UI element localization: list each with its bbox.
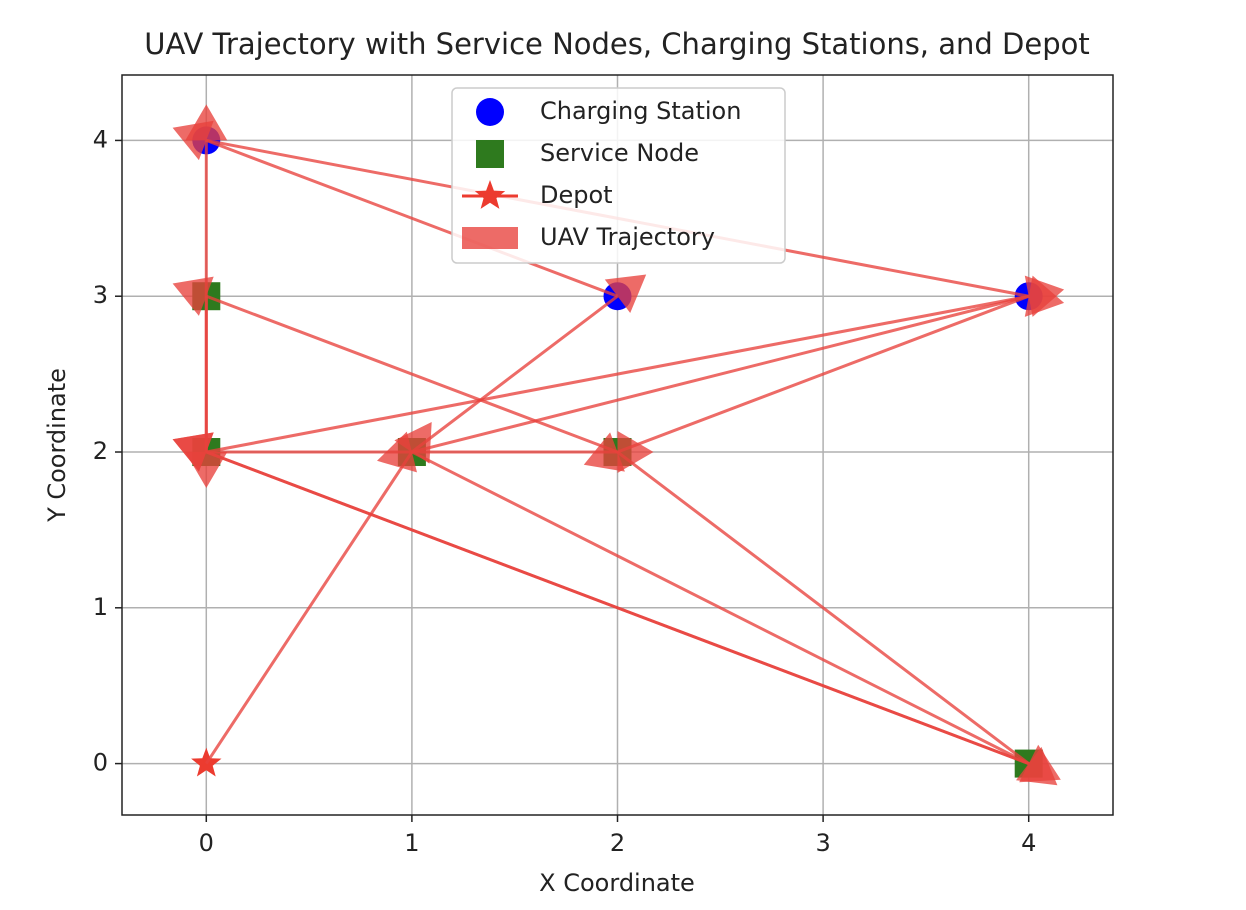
trajectory-arrow (205, 422, 432, 765)
y-tick-label: 0 (93, 749, 108, 777)
legend-box (451, 87, 786, 264)
trajectory-arrow (616, 450, 1058, 786)
service-node-marker (476, 140, 504, 168)
trajectory-arrow (172, 276, 618, 454)
x-tick-label: 2 (610, 829, 625, 857)
trajectory-arrow (206, 275, 1065, 454)
trajectory-arrow (206, 139, 1065, 317)
legend-label: Depot (540, 181, 613, 209)
x-tick-label: 3 (815, 829, 830, 857)
x-tick-label: 1 (404, 829, 419, 857)
trajectory-arrow (377, 294, 1030, 473)
legend-swatch (462, 227, 518, 249)
trajectory-arrow (411, 450, 1061, 783)
legend-label: Charging Station (540, 97, 741, 125)
trajectory-arrow (185, 104, 228, 453)
chart-title: UAV Trajectory with Service Nodes, Charg… (144, 27, 1089, 61)
trajectory-arrow (411, 274, 647, 454)
x-axis-label: X Coordinate (539, 869, 695, 897)
charging-station-marker (476, 98, 504, 126)
legend-label: Service Node (540, 139, 699, 167)
x-tick-label: 4 (1021, 829, 1036, 857)
y-tick-label: 3 (93, 281, 108, 309)
depot-marker (474, 180, 506, 209)
trajectory-arrow (172, 432, 1030, 765)
legend-label: UAV Trajectory (540, 223, 715, 251)
legend: Charging Station Service Node Depot UAV Tra… (451, 87, 786, 264)
trajectory-arrow (583, 294, 1030, 472)
y-tick-label: 2 (93, 437, 108, 465)
y-tick-label: 1 (93, 593, 108, 621)
y-axis-label: Y Coordinate (43, 368, 71, 523)
y-tick-label: 4 (93, 125, 108, 153)
x-tick-label: 0 (199, 829, 214, 857)
trajectory-arrow (206, 431, 654, 473)
